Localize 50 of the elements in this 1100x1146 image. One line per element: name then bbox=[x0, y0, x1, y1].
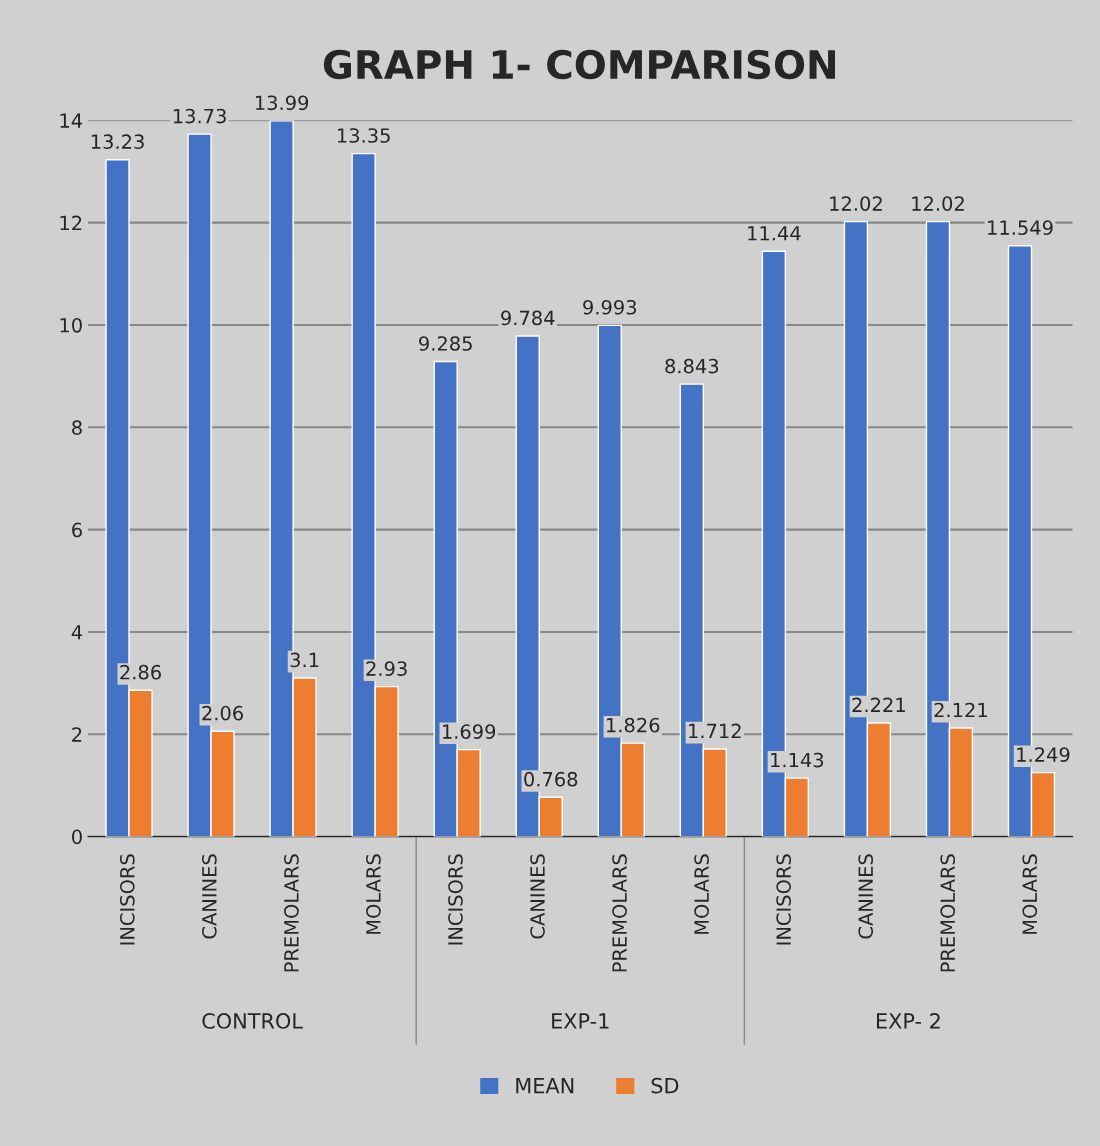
data-label: 2.221 bbox=[852, 697, 905, 712]
data-label: 8.843 bbox=[665, 358, 719, 374]
data-label: 12.02 bbox=[830, 196, 882, 211]
data-label: 11.549 bbox=[988, 220, 1053, 236]
data-label: 13.23 bbox=[91, 134, 144, 150]
text: EXP-1 bbox=[552, 1013, 609, 1029]
x-tick-label: INCISORS bbox=[448, 854, 463, 945]
chart-title: GRAPH 1- COMPARISON bbox=[323, 49, 836, 80]
data-label: 9.285 bbox=[419, 336, 472, 351]
data-label: 2.93 bbox=[366, 661, 407, 676]
text: CONTROL bbox=[202, 1013, 303, 1029]
text: EXP- 2 bbox=[877, 1013, 940, 1029]
x-tick-label: PREMOLARS bbox=[612, 854, 627, 972]
data-label: 0.768 bbox=[524, 771, 578, 787]
data-label: 3.1 bbox=[290, 652, 319, 668]
x-tick-label: CANINES bbox=[530, 854, 545, 939]
y-tick-label: 14 bbox=[60, 113, 83, 128]
legend-label: SD bbox=[651, 1077, 679, 1094]
y-tick-label: 10 bbox=[60, 317, 82, 333]
data-label: 1.699 bbox=[442, 724, 496, 739]
y-tick-label: 4 bbox=[71, 625, 83, 640]
data-label: 13.99 bbox=[255, 95, 309, 111]
y-tick-label: 0 bbox=[72, 829, 82, 845]
data-label: 2.06 bbox=[202, 705, 243, 721]
x-tick-label: PREMOLARS bbox=[284, 854, 299, 972]
data-label: 9.993 bbox=[583, 299, 637, 315]
data-label: 1.826 bbox=[607, 717, 660, 733]
y-tick-label: 8 bbox=[72, 420, 82, 435]
data-label: 1.249 bbox=[1017, 747, 1070, 762]
data-label: 1.143 bbox=[771, 752, 824, 768]
x-tick-label: MOLARS bbox=[366, 854, 381, 934]
y-tick-label: 2 bbox=[72, 727, 82, 742]
x-tick-label: CANINES bbox=[858, 854, 874, 939]
x-tick-label: MOLARS bbox=[694, 854, 709, 934]
data-label: 11.44 bbox=[748, 226, 801, 241]
data-label: 13.73 bbox=[173, 108, 226, 124]
data-label: 9.784 bbox=[501, 310, 555, 326]
data-label: 13.35 bbox=[337, 128, 390, 143]
y-tick-label: 12 bbox=[60, 215, 82, 231]
x-tick-label: CANINES bbox=[202, 854, 217, 939]
data-label: 12.02 bbox=[912, 196, 964, 211]
data-label: 1.712 bbox=[689, 723, 741, 738]
x-tick-label: PREMOLARS bbox=[940, 854, 956, 972]
y-tick-label: 6 bbox=[72, 522, 82, 538]
x-tick-label: INCISORS bbox=[119, 854, 135, 945]
x-tick-label: INCISORS bbox=[776, 854, 791, 945]
legend-label: MEAN bbox=[516, 1078, 574, 1094]
data-label: 2.86 bbox=[120, 664, 161, 680]
data-label: 2.121 bbox=[934, 702, 987, 718]
x-tick-label: MOLARS bbox=[1022, 854, 1038, 934]
